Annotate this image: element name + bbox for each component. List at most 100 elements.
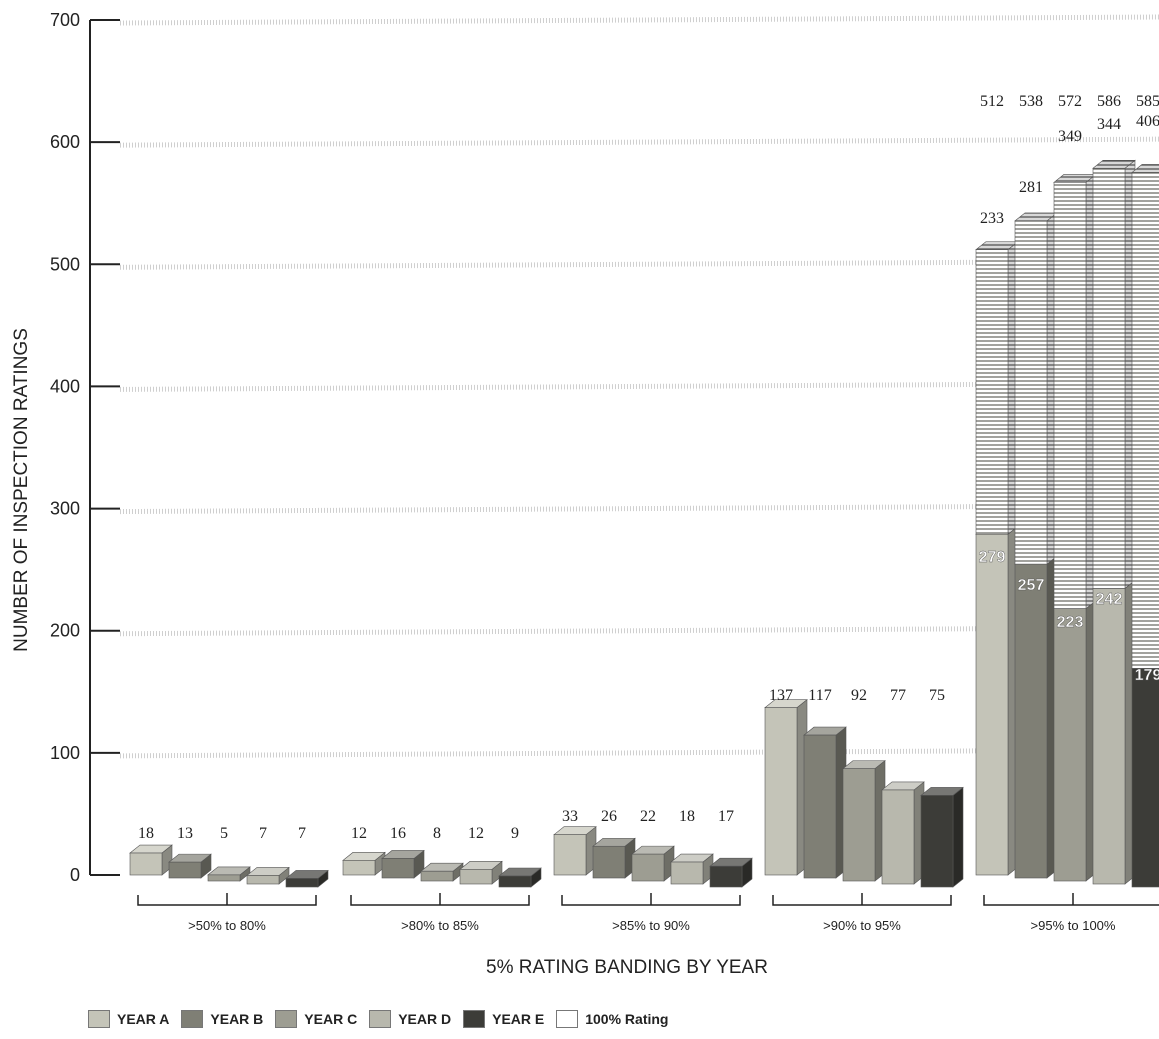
split-top-label: 349 xyxy=(1058,128,1082,145)
y-axis: 0 100 200 300 400 500 600 700 xyxy=(50,10,120,885)
value-label: 18 xyxy=(679,808,695,825)
bar xyxy=(381,849,425,879)
gridline xyxy=(119,136,1159,148)
split-top-label: 344 xyxy=(1097,116,1121,133)
legend-label: YEAR C xyxy=(304,1011,358,1027)
legend-label: YEAR B xyxy=(210,1011,264,1027)
bar xyxy=(803,726,847,879)
value-label: 137 xyxy=(769,687,793,704)
y-tick-label: 400 xyxy=(50,376,80,396)
value-label: 75 xyxy=(929,687,945,704)
value-label: 92 xyxy=(851,687,867,704)
x-tick-label: >85% to 90% xyxy=(612,918,690,933)
legend-swatch xyxy=(88,1010,110,1028)
split-top-label: 281 xyxy=(1019,179,1043,196)
value-label: 26 xyxy=(601,808,617,825)
legend-item: YEAR A xyxy=(88,1010,169,1028)
value-label: 7 xyxy=(298,825,306,842)
legend-item: YEAR C xyxy=(275,1010,357,1028)
bar xyxy=(920,786,964,888)
legend-label: YEAR E xyxy=(492,1011,545,1027)
x-tick-label: >50% to 80% xyxy=(188,918,266,933)
bar xyxy=(631,845,675,882)
bar xyxy=(1014,555,1058,879)
value-label: 16 xyxy=(390,825,406,842)
bar xyxy=(881,781,925,885)
bar xyxy=(670,853,714,885)
bar xyxy=(129,844,173,876)
value-label: 538 xyxy=(1019,93,1043,110)
bar xyxy=(498,867,542,888)
value-label: 8 xyxy=(433,825,441,842)
value-label: 512 xyxy=(980,93,1004,110)
value-label: 33 xyxy=(562,808,578,825)
split-bottom-label: 242 xyxy=(1096,591,1123,608)
legend-label: YEAR D xyxy=(398,1011,452,1027)
category-bracket xyxy=(137,893,317,906)
split-top-label: 406 xyxy=(1136,113,1159,130)
bar xyxy=(207,866,251,882)
value-label: 18 xyxy=(138,825,154,842)
bar-segment xyxy=(1092,159,1136,590)
bars xyxy=(129,159,1159,888)
y-tick-label: 600 xyxy=(50,132,80,152)
bar xyxy=(764,699,808,876)
value-label: 5 xyxy=(220,825,228,842)
legend-swatch xyxy=(369,1010,392,1028)
gridline xyxy=(119,380,1159,392)
value-label: 585 xyxy=(1136,93,1159,110)
legend-swatch xyxy=(556,1010,579,1028)
x-axis: >50% to 80% >80% to 85% >85% to 90% >90% to… xyxy=(137,893,1159,933)
value-label: 12 xyxy=(351,825,367,842)
legend-label: YEAR A xyxy=(117,1011,170,1027)
category-bracket xyxy=(561,893,741,906)
x-tick-label: >90% to 95% xyxy=(823,918,901,933)
bar-segment xyxy=(1014,212,1058,565)
split-top-label: 233 xyxy=(980,210,1004,227)
legend-item: YEAR B xyxy=(181,1010,263,1028)
y-tick-label: 500 xyxy=(50,254,80,274)
x-tick-label: >80% to 85% xyxy=(401,918,479,933)
bar xyxy=(420,862,464,882)
x-axis-title: 5% RATING BANDING BY YEAR xyxy=(486,957,768,978)
split-bottom-label: 257 xyxy=(1018,577,1045,594)
bar-segment xyxy=(1131,164,1159,669)
gridline xyxy=(119,503,1159,515)
y-axis-title: NUMBER OF INSPECTION RATINGS xyxy=(11,328,32,652)
split-bottom-label: 279 xyxy=(979,549,1006,566)
bar-segment xyxy=(1053,173,1097,610)
x-tick-label: >95% to 100% xyxy=(1031,918,1116,933)
y-tick-label: 0 xyxy=(70,865,80,885)
gridline xyxy=(119,258,1159,270)
bar xyxy=(168,853,212,879)
gridline xyxy=(119,625,1159,637)
value-label: 77 xyxy=(890,687,906,704)
bar xyxy=(1131,660,1159,888)
category-bracket xyxy=(350,893,530,906)
legend-item: YEAR E xyxy=(463,1010,544,1028)
legend-label: 100% Rating xyxy=(585,1011,669,1027)
bar xyxy=(342,851,386,876)
value-label: 13 xyxy=(177,825,193,842)
bar xyxy=(553,826,597,876)
legend-item: YEAR D xyxy=(369,1010,451,1028)
value-label: 9 xyxy=(511,825,519,842)
split-bottom-label: 223 xyxy=(1057,614,1084,631)
bar xyxy=(709,857,753,888)
legend-swatch xyxy=(181,1010,204,1028)
bar xyxy=(592,837,636,879)
category-bracket xyxy=(983,893,1159,906)
bar xyxy=(975,525,1019,876)
legend: YEAR A YEAR B YEAR C YEAR D YEAR E 100% Ratin… xyxy=(88,1007,680,1031)
legend-swatch xyxy=(275,1010,298,1028)
value-label: 572 xyxy=(1058,93,1082,110)
y-tick-label: 100 xyxy=(50,743,80,763)
value-label: 22 xyxy=(640,808,656,825)
gridline xyxy=(119,747,1159,759)
y-tick-label: 200 xyxy=(50,621,80,641)
legend-item: 100% Rating xyxy=(556,1010,668,1028)
bar xyxy=(459,860,503,885)
value-label: 12 xyxy=(468,825,484,842)
